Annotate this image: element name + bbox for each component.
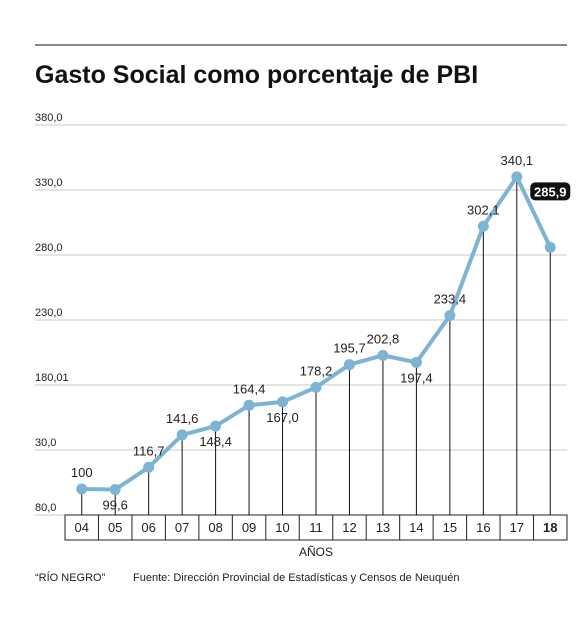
x-tick-label: 06	[141, 520, 155, 535]
point	[444, 310, 456, 322]
y-tick-label: 330,0	[35, 177, 63, 189]
point	[277, 396, 289, 408]
value-label: 164,4	[233, 381, 266, 396]
value-label: 233,4	[434, 292, 467, 307]
x-tick-label: 11	[309, 520, 323, 535]
point	[210, 420, 222, 432]
x-tick-label: 04	[74, 520, 88, 535]
point	[143, 461, 155, 473]
x-tick-label: 10	[275, 520, 289, 535]
value-label: 302,1	[467, 202, 500, 217]
y-tick-label: 180,01	[35, 372, 69, 384]
value-label: 197,4	[400, 370, 433, 385]
x-tick-label: 18	[543, 520, 557, 535]
label-box	[530, 182, 571, 201]
value-label: 178,2	[300, 363, 333, 378]
credit: “RÍO NEGRO”	[35, 571, 106, 584]
point	[176, 429, 188, 441]
value-label: 285,9	[534, 184, 567, 199]
point	[310, 381, 322, 393]
point	[511, 171, 523, 183]
value-label: 167,0	[266, 410, 299, 425]
x-axis-label: AÑOS	[299, 545, 333, 559]
point	[377, 349, 389, 361]
x-tick-label: 08	[208, 520, 222, 535]
value-label: 141,6	[166, 411, 199, 426]
y-tick-label: 280,0	[35, 242, 63, 254]
point	[109, 484, 121, 496]
point	[343, 359, 355, 371]
x-tick-label: 14	[409, 520, 423, 535]
source: Fuente: Dirección Provincial de Estadíst…	[133, 572, 460, 584]
x-tick-label: 05	[108, 520, 122, 535]
x-tick-label: 07	[175, 520, 189, 535]
point	[243, 399, 255, 411]
x-tick-label: 16	[476, 520, 490, 535]
point	[410, 356, 422, 368]
x-tick-label: 13	[376, 520, 390, 535]
y-tick-label: 80,0	[35, 502, 56, 514]
x-tick-label: 09	[242, 520, 256, 535]
value-label: 99,6	[103, 498, 128, 513]
value-label: 148,4	[199, 434, 232, 449]
point	[76, 483, 88, 495]
chart-title: Gasto Social como porcentaje de PBI	[35, 61, 478, 89]
x-tick-label: 17	[510, 520, 524, 535]
x-tick-label: 12	[342, 520, 356, 535]
y-tick-label: 30,0	[35, 437, 56, 449]
value-label: 340,1	[501, 153, 534, 168]
point	[544, 241, 556, 253]
value-label: 100	[71, 465, 93, 480]
value-label: 116,7	[133, 443, 165, 458]
value-label: 202,8	[367, 331, 400, 346]
y-tick-label: 380,0	[35, 112, 63, 124]
value-label: 195,7	[333, 341, 366, 356]
point	[477, 220, 489, 232]
x-tick-label: 15	[443, 520, 457, 535]
y-tick-label: 230,0	[35, 307, 63, 319]
